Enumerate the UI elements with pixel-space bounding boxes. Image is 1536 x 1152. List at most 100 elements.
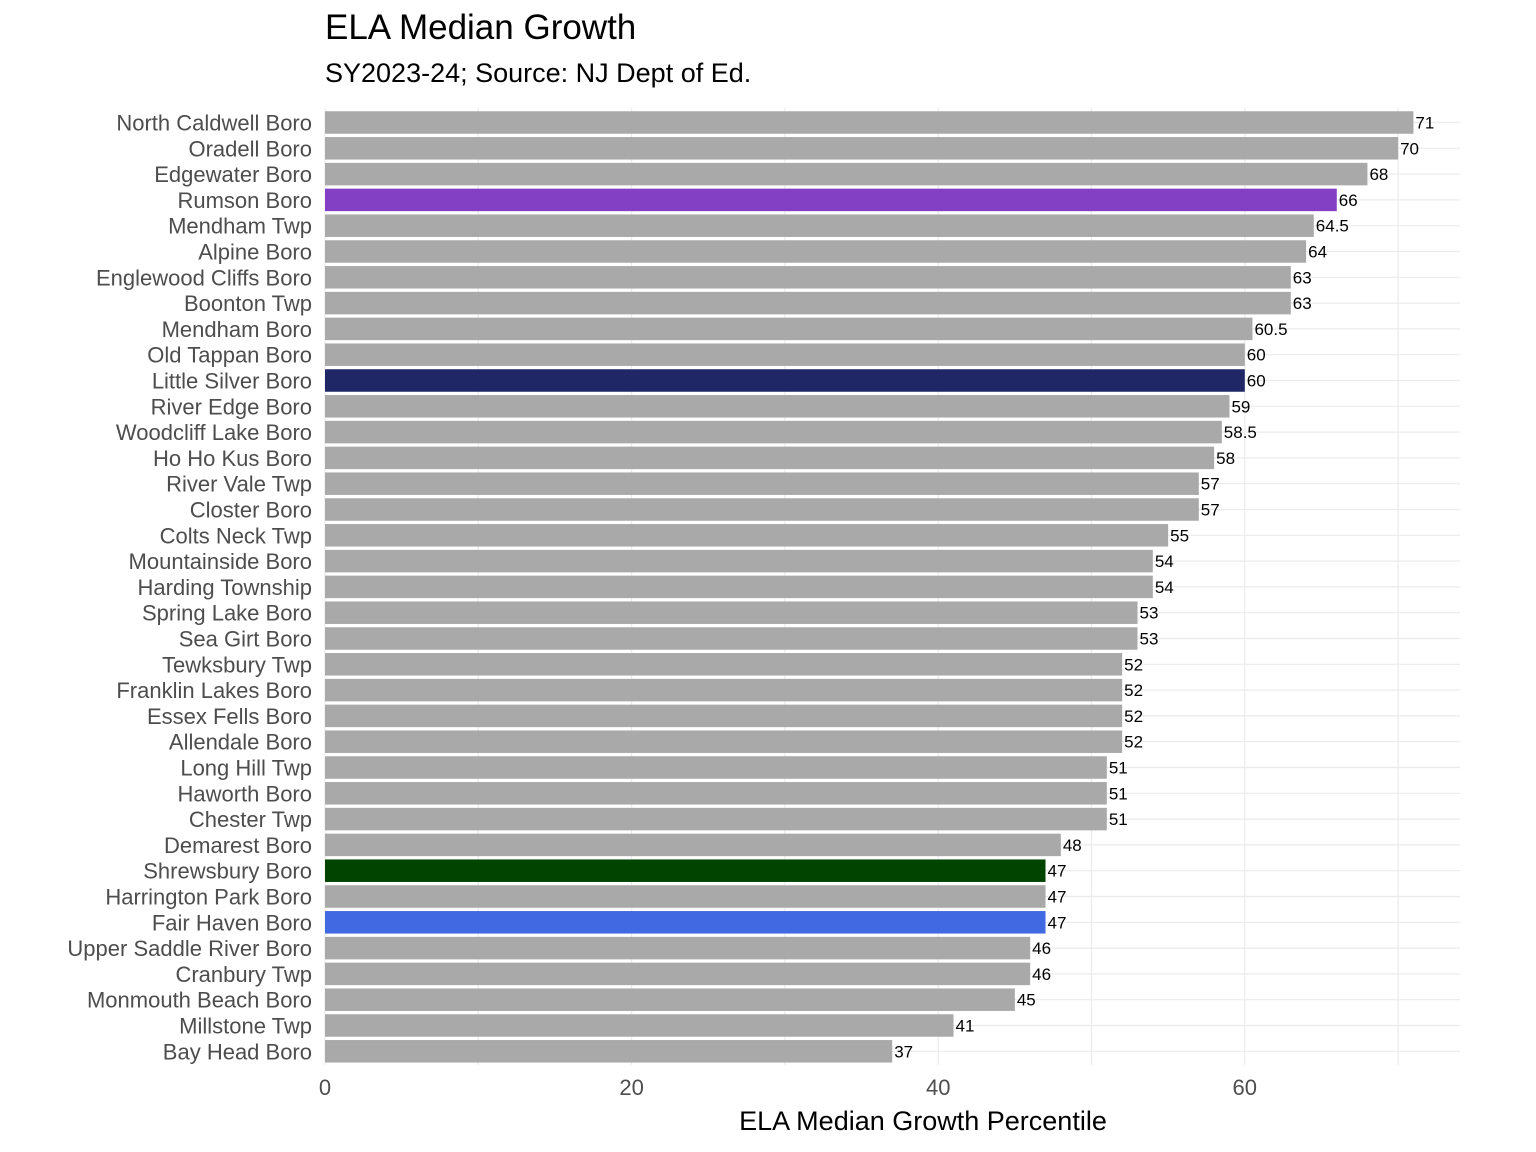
category-label: Old Tappan Boro <box>147 343 312 368</box>
data-label: 47 <box>1048 913 1067 932</box>
bar <box>325 988 1015 1011</box>
data-label: 52 <box>1124 707 1143 726</box>
category-label: Spring Lake Boro <box>142 601 312 626</box>
data-label: 70 <box>1400 139 1419 158</box>
category-label: Boonton Twp <box>184 291 312 316</box>
chart-title: ELA Median Growth <box>325 8 637 47</box>
bar <box>325 730 1123 753</box>
category-label: Alpine Boro <box>198 240 312 265</box>
data-label: 57 <box>1201 475 1220 494</box>
data-label: 60 <box>1247 372 1266 391</box>
data-label: 41 <box>956 1017 975 1036</box>
x-axis: 0 20 40 60 <box>319 1075 1257 1100</box>
category-label: Mendham Boro <box>162 317 312 342</box>
category-label: Ho Ho Kus Boro <box>153 446 312 471</box>
data-label: 52 <box>1124 733 1143 752</box>
bar <box>325 549 1153 573</box>
bar <box>325 859 1046 882</box>
bar <box>325 962 1031 986</box>
data-label: 64 <box>1308 243 1327 262</box>
bar <box>325 704 1123 728</box>
category-label: Rumson Boro <box>177 188 312 213</box>
data-label: 53 <box>1139 604 1158 623</box>
category-label: Woodcliff Lake Boro <box>116 420 312 445</box>
category-label: Tewksbury Twp <box>162 652 312 677</box>
data-label: 52 <box>1124 655 1143 674</box>
data-label: 57 <box>1201 501 1220 520</box>
bar <box>325 653 1123 676</box>
category-label: River Vale Twp <box>166 472 312 497</box>
bar <box>325 936 1031 960</box>
data-label: 63 <box>1293 294 1312 313</box>
bar <box>325 111 1414 134</box>
bar <box>325 395 1230 418</box>
data-label: 47 <box>1048 862 1067 881</box>
bar <box>325 420 1222 444</box>
category-label: Oradell Boro <box>188 136 312 161</box>
label-layer: North Caldwell Boro 71 Oradell Boro 70 Edgew… <box>67 111 1434 1065</box>
category-label: Cranbury Twp <box>175 962 312 987</box>
data-label: 52 <box>1124 681 1143 700</box>
bar <box>325 266 1291 289</box>
data-label: 71 <box>1415 114 1434 133</box>
category-label: Demarest Boro <box>164 833 312 858</box>
category-label: River Edge Boro <box>151 394 312 419</box>
bar <box>325 162 1368 186</box>
x-axis-title: ELA Median Growth Percentile <box>739 1106 1107 1136</box>
bar <box>325 756 1107 779</box>
category-label: Edgewater Boro <box>154 162 312 187</box>
category-label: Mountainside Boro <box>129 549 312 574</box>
category-label: Sea Girt Boro <box>179 627 312 652</box>
category-label: Monmouth Beach Boro <box>87 988 312 1013</box>
category-label: Shrewsbury Boro <box>143 859 312 884</box>
data-label: 58 <box>1216 449 1235 468</box>
category-label: Closter Boro <box>190 498 312 523</box>
bar <box>325 807 1107 831</box>
bar <box>325 291 1291 315</box>
category-label: Haworth Boro <box>177 781 312 806</box>
bar <box>325 833 1061 857</box>
data-label: 55 <box>1170 526 1189 545</box>
chart-subtitle: SY2023-24; Source: NJ Dept of Ed. <box>325 58 752 88</box>
category-label: Franklin Lakes Boro <box>116 678 312 703</box>
data-label: 45 <box>1017 991 1036 1010</box>
bar <box>325 214 1314 237</box>
x-tick-label: 20 <box>619 1075 643 1100</box>
x-tick-label: 40 <box>926 1075 950 1100</box>
bar <box>325 911 1046 934</box>
data-label: 51 <box>1109 784 1128 803</box>
bar <box>325 1040 893 1063</box>
data-label: 53 <box>1139 630 1158 649</box>
category-label: Essex Fells Boro <box>147 704 312 729</box>
bar <box>325 524 1169 547</box>
bar <box>325 498 1199 521</box>
category-label: Little Silver Boro <box>152 369 312 394</box>
category-label: Colts Neck Twp <box>160 523 312 548</box>
data-label: 60.5 <box>1254 320 1287 339</box>
category-label: Harding Township <box>138 575 312 600</box>
bar <box>325 472 1199 495</box>
bar <box>325 317 1253 341</box>
bar <box>325 1014 954 1037</box>
data-label: 48 <box>1063 836 1082 855</box>
data-label: 54 <box>1155 552 1174 571</box>
data-label: 37 <box>894 1042 913 1061</box>
bar <box>325 137 1399 160</box>
bar <box>325 446 1215 470</box>
data-label: 58.5 <box>1224 423 1257 442</box>
data-label: 68 <box>1369 165 1388 184</box>
bar <box>325 627 1138 650</box>
bar-layer <box>325 111 1414 1063</box>
category-label: Bay Head Boro <box>163 1039 312 1064</box>
data-label: 66 <box>1339 191 1358 210</box>
category-label: Upper Saddle River Boro <box>67 936 312 961</box>
bar <box>325 601 1138 624</box>
bar <box>325 885 1046 908</box>
x-tick-label: 0 <box>319 1075 331 1100</box>
category-label: Chester Twp <box>189 807 312 832</box>
data-label: 60 <box>1247 346 1266 365</box>
category-label: Millstone Twp <box>179 1014 312 1039</box>
data-label: 63 <box>1293 268 1312 287</box>
category-label: Long Hill Twp <box>180 756 312 781</box>
